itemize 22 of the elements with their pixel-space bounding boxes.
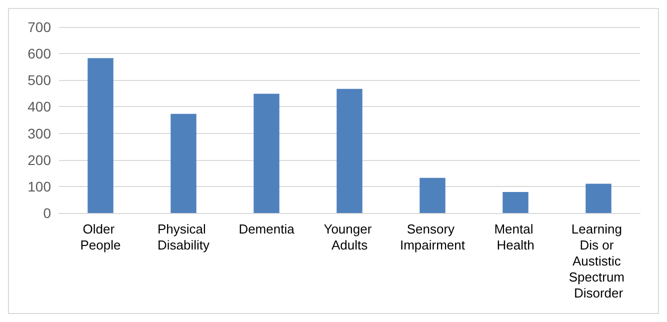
y-tick-label: 0 (43, 205, 52, 221)
y-tick-label: 100 (28, 178, 52, 194)
y-tick-label: 700 (28, 19, 52, 35)
bar (170, 114, 196, 213)
x-tick-label: Mental Health (494, 222, 537, 252)
y-tick-label: 300 (28, 125, 52, 142)
bar (88, 58, 114, 213)
y-tick-label: 500 (28, 72, 52, 88)
x-tick-label: Younger Adults (324, 222, 376, 252)
x-tick-label: Physical Disability (157, 222, 210, 252)
x-tick-label: Dementia (238, 222, 296, 236)
x-tick-label: Older People (80, 222, 121, 252)
bar (502, 192, 528, 213)
y-tick-label: 200 (28, 152, 52, 168)
bar (254, 94, 280, 213)
bar (586, 184, 612, 213)
y-tick-label: 400 (28, 98, 52, 115)
bar (420, 178, 446, 213)
y-tick-label: 600 (28, 46, 52, 62)
bar (336, 88, 362, 213)
x-tick-label: Sensory Impairment (400, 222, 466, 252)
x-tick-label: Learning Dis or Austistic Spectrum Disorder (568, 222, 628, 300)
